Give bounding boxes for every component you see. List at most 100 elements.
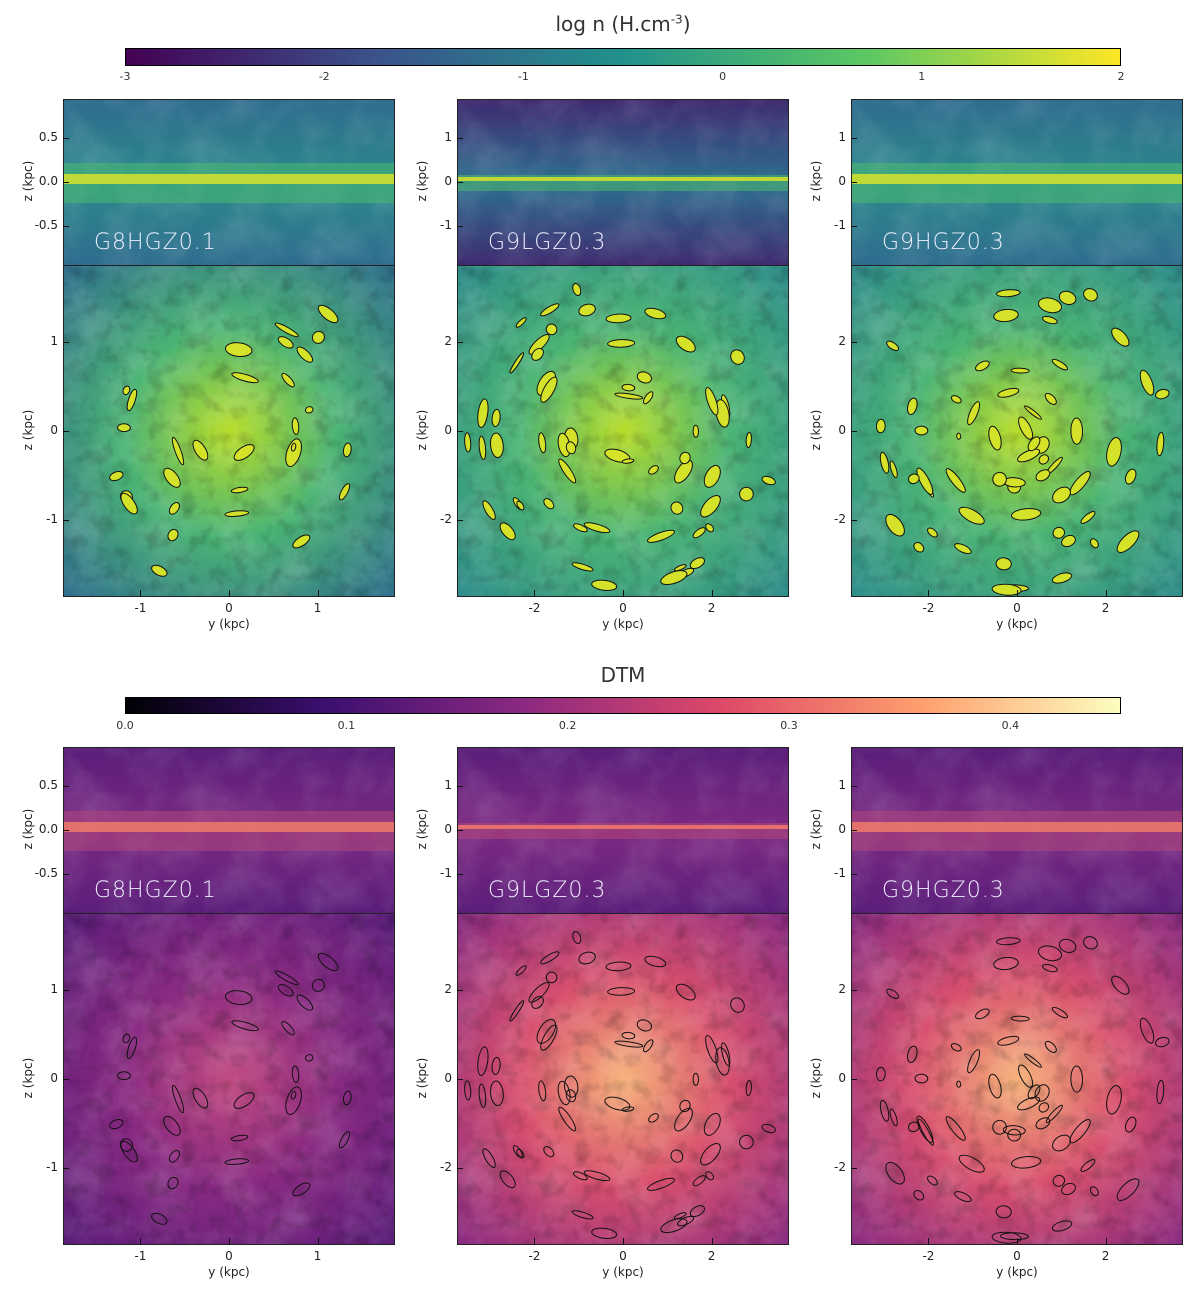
contour — [509, 1000, 525, 1022]
y-tick-label: -0.5 — [34, 866, 58, 881]
colorbar-tick-label: 0.2 — [558, 719, 577, 732]
contour — [1051, 1220, 1073, 1232]
contour — [995, 557, 1012, 571]
contour — [558, 1106, 577, 1132]
contour — [908, 473, 920, 485]
x-axis-label: y (kpc) — [996, 617, 1038, 631]
contour — [540, 951, 560, 965]
y-tick-label: 1 — [444, 777, 452, 792]
tick-mark — [63, 226, 69, 228]
contour — [117, 1071, 131, 1081]
contour — [703, 464, 721, 488]
colorbar-title-end: ) — [682, 12, 691, 36]
tick-mark — [457, 990, 463, 992]
contour — [1083, 288, 1098, 302]
x-axis-label: y (kpc) — [602, 1265, 644, 1279]
disk — [458, 177, 788, 181]
contour — [1116, 1178, 1140, 1201]
tick-mark — [457, 182, 463, 183]
x-tick-label: -2 — [922, 1249, 935, 1263]
contour — [490, 432, 504, 459]
contour — [1044, 1040, 1057, 1053]
disk — [852, 174, 1182, 184]
contour — [291, 1065, 300, 1083]
contour — [292, 1182, 311, 1197]
contour — [531, 995, 544, 1009]
contour — [304, 406, 314, 414]
contour — [945, 468, 966, 493]
simulation-label: G8HGZ0.1 — [94, 230, 217, 255]
tick-mark — [851, 1167, 857, 1169]
contour — [120, 1140, 138, 1163]
edge-on-panel: G8HGZ0.1 — [63, 747, 395, 914]
tick-mark — [457, 519, 463, 521]
edge-on-map — [458, 100, 788, 265]
contour — [109, 471, 124, 482]
contour — [614, 392, 644, 400]
y-tick-label: 0 — [838, 1071, 846, 1085]
contour — [916, 467, 934, 495]
contour — [126, 1036, 138, 1060]
contour — [1010, 508, 1042, 521]
contour — [224, 990, 253, 1006]
y-tick-label: 1 — [50, 334, 58, 349]
edge-on-map — [64, 748, 394, 913]
contour — [1038, 1102, 1050, 1113]
y-tick-label: 0.0 — [38, 174, 58, 188]
contour — [151, 1212, 168, 1225]
contour — [311, 330, 325, 344]
contour — [677, 1215, 695, 1227]
y-axis-label: z (kpc) — [415, 808, 429, 850]
colorbar-density — [125, 48, 1121, 66]
contour — [889, 460, 898, 479]
contour — [126, 388, 138, 412]
x-axis-label: y (kpc) — [996, 1265, 1038, 1279]
contour — [564, 1075, 579, 1098]
x-tick-label: 0 — [619, 1249, 627, 1263]
simulation-label: G9HGZ0.3 — [882, 878, 1005, 903]
contour — [122, 385, 131, 396]
contour — [730, 997, 745, 1013]
x-tick-label: -1 — [134, 1249, 147, 1263]
contour — [886, 988, 900, 999]
contour — [565, 1089, 577, 1103]
tick-mark — [851, 990, 857, 992]
contour — [906, 1045, 918, 1064]
contour — [317, 952, 339, 972]
contour — [1038, 454, 1050, 465]
x-tick-label: 0 — [1013, 601, 1021, 615]
tick-mark — [140, 1238, 142, 1245]
y-axis-label: z (kpc) — [415, 160, 429, 202]
contour — [536, 1018, 557, 1044]
y-tick-label: -0.5 — [34, 218, 58, 233]
contour — [689, 1205, 705, 1218]
contour — [1002, 1125, 1026, 1136]
contour — [913, 1190, 925, 1201]
contour — [993, 308, 1019, 323]
contour — [1017, 448, 1041, 463]
contour — [285, 438, 302, 467]
x-tick-label: 0 — [225, 1249, 233, 1263]
contour — [1052, 526, 1066, 539]
contour — [945, 1116, 966, 1141]
face-on-panel — [457, 913, 789, 1245]
contour — [171, 436, 185, 466]
contour — [1139, 1017, 1155, 1044]
contour — [516, 500, 525, 511]
tick-mark — [851, 226, 857, 228]
contour — [914, 425, 929, 436]
contour — [605, 313, 632, 324]
contour — [167, 528, 179, 542]
contour — [1070, 1065, 1084, 1093]
contour — [745, 1079, 752, 1097]
y-tick-label: 0 — [50, 423, 58, 437]
contour — [277, 984, 294, 997]
contour — [117, 423, 131, 433]
face-on-panel — [63, 265, 395, 597]
contour — [499, 522, 516, 541]
edge-on-panel: G8HGZ0.1 — [63, 99, 395, 266]
y-tick-label: -1 — [834, 218, 846, 233]
contour — [992, 471, 1007, 487]
y-tick-label: 0.5 — [38, 777, 58, 792]
contour — [954, 1191, 972, 1203]
